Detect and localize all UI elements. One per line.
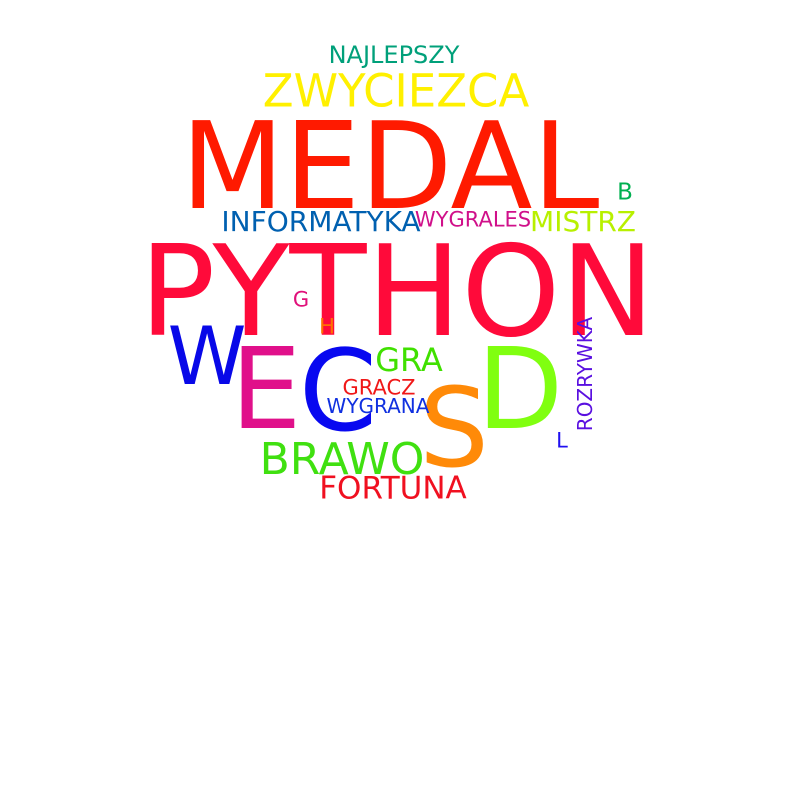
word-brawo: BRAWO xyxy=(259,434,425,485)
word-rozrywka: ROZRYWKA xyxy=(573,316,597,432)
word-wygrana: WYGRANA xyxy=(326,394,430,418)
word-d: D xyxy=(476,325,564,455)
word-w: W xyxy=(167,310,247,403)
word-h: H xyxy=(319,314,335,339)
word-l: L xyxy=(556,428,568,453)
word-medal: MEDAL xyxy=(180,98,600,237)
word-gra: GRA xyxy=(375,341,443,379)
word-informatyka: INFORMATYKA xyxy=(221,205,421,238)
word-mistrz: MISTRZ xyxy=(530,205,636,238)
word-python: PYTHON xyxy=(139,218,655,365)
word-c: C xyxy=(298,327,378,457)
word-g: G xyxy=(292,287,310,312)
word-s: S xyxy=(419,364,489,492)
word-zwyciezca: ZWYCIEZCA xyxy=(262,64,530,118)
word-fortuna: FORTUNA xyxy=(319,470,467,507)
word-b: B xyxy=(617,179,633,206)
word-gracz: GRACZ xyxy=(342,375,416,400)
word-wygrales: WYGRALES xyxy=(414,207,532,232)
word-najlepszy: NAJLEPSZY xyxy=(328,41,460,69)
word-e: E xyxy=(230,325,302,455)
